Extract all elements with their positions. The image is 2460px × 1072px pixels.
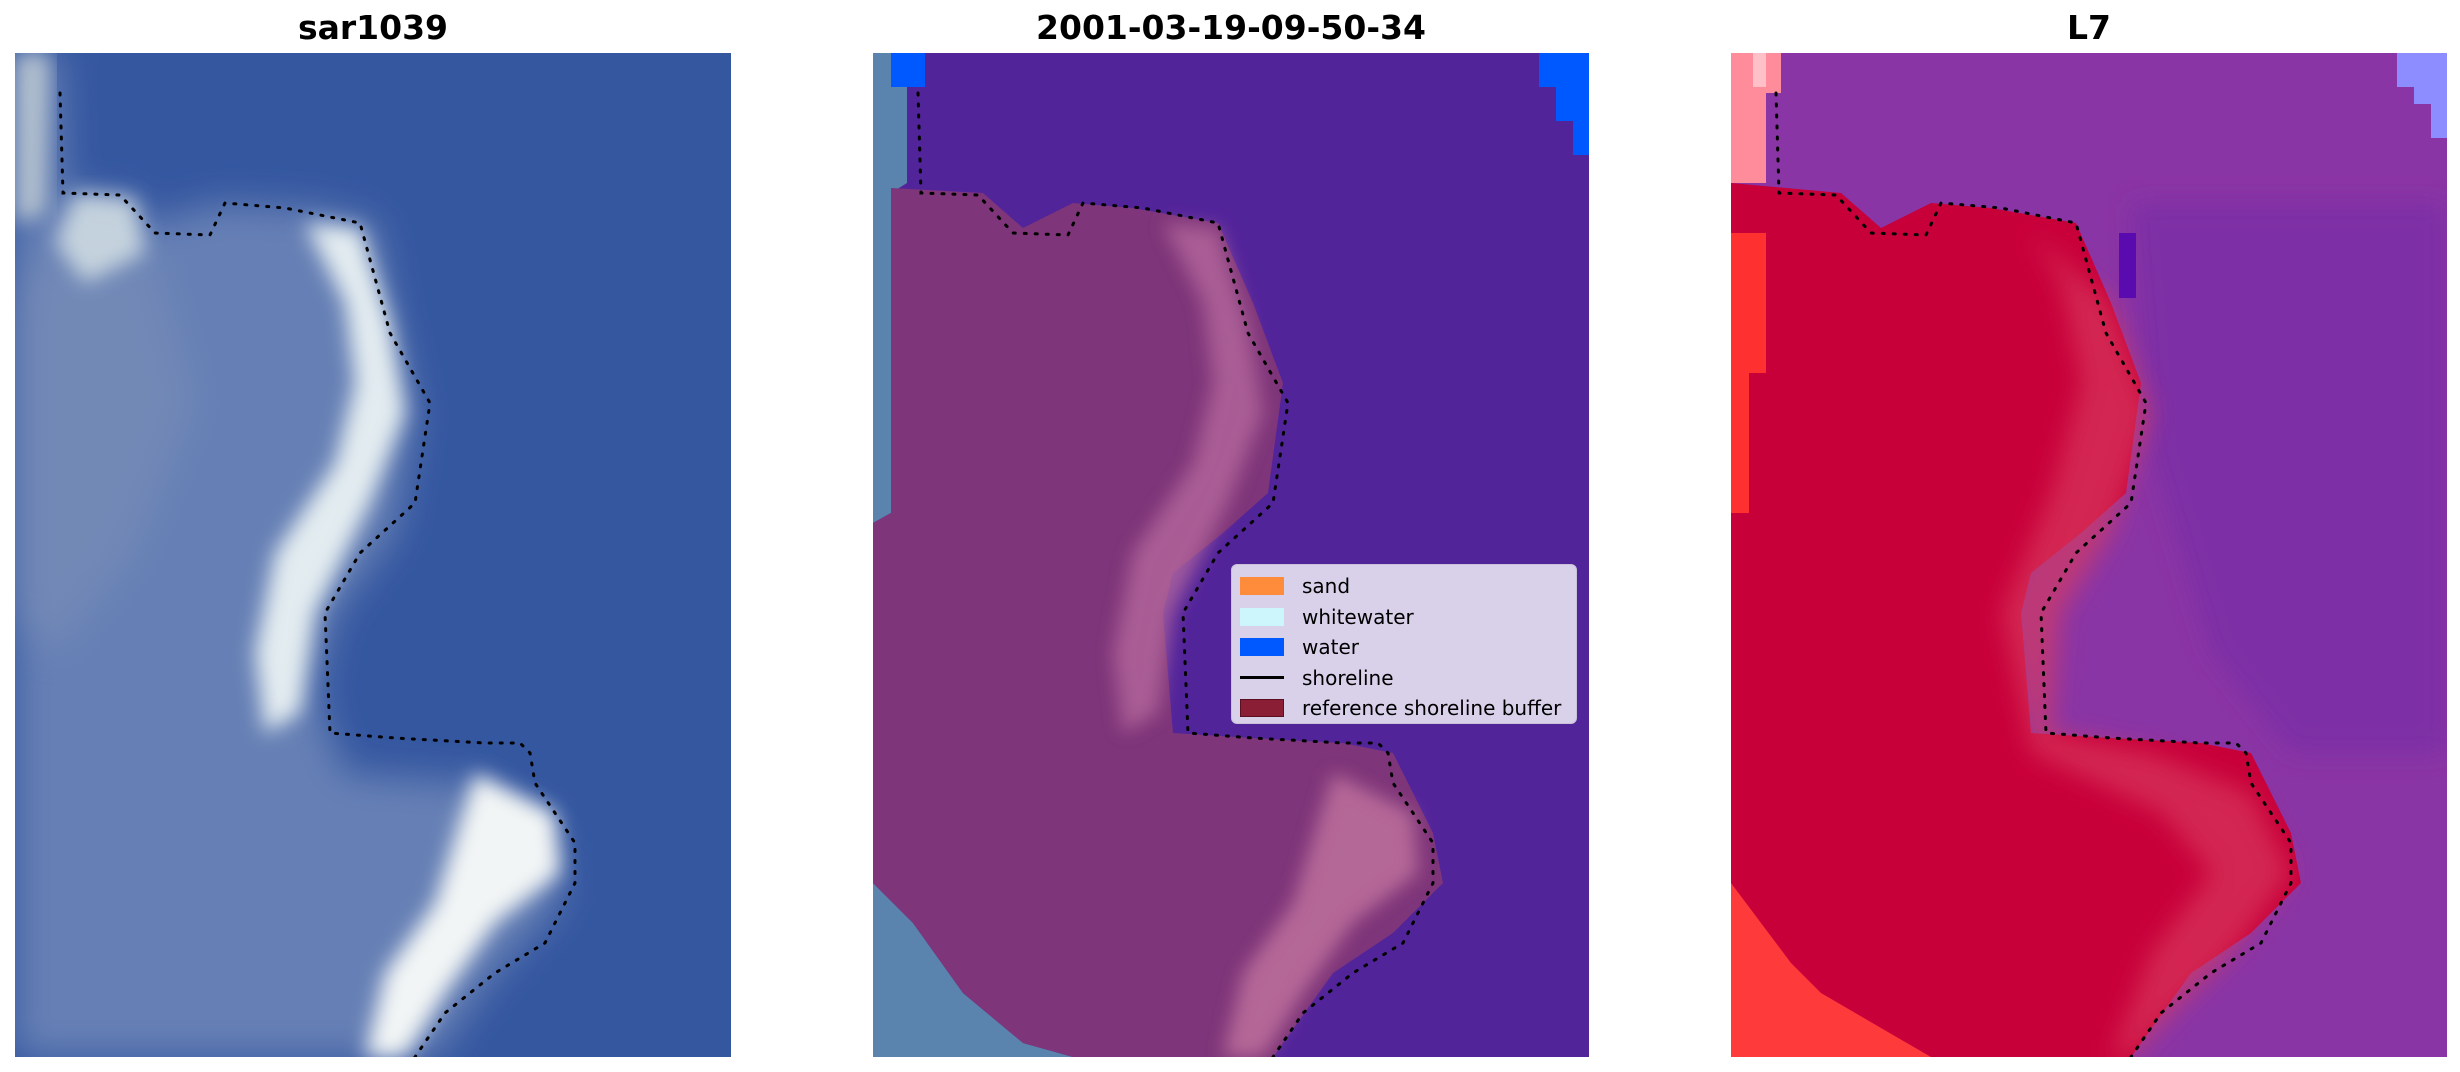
classified-image xyxy=(873,53,1589,1057)
buffer-swatch xyxy=(1240,699,1284,718)
water-swatch xyxy=(1240,638,1284,657)
legend-label: sand xyxy=(1302,574,1351,599)
legend-item-shoreline: shoreline xyxy=(1240,663,1568,694)
whitewater-swatch xyxy=(1240,607,1284,626)
rgb-image-panel xyxy=(15,53,731,1057)
index-image xyxy=(1731,53,2447,1057)
panel-title-rgb: sar1039 xyxy=(297,8,449,47)
panel-title-classified: 2001-03-19-09-50-34 xyxy=(1036,8,1426,47)
legend-item-reference-shoreline-buffer: reference shoreline buffer xyxy=(1240,693,1568,724)
shoreline-line-swatch xyxy=(1240,676,1284,680)
legend-label: reference shoreline buffer xyxy=(1302,696,1562,721)
index-image-panel xyxy=(1731,53,2447,1057)
legend-label: whitewater xyxy=(1302,604,1414,629)
legend-item-water: water xyxy=(1240,632,1568,663)
sand-swatch xyxy=(1240,577,1284,596)
rgb-image xyxy=(15,53,731,1057)
legend: sand whitewater water shoreline referenc… xyxy=(1231,564,1577,724)
legend-label: shoreline xyxy=(1302,665,1394,690)
panel-title-index: L7 xyxy=(2067,8,2111,47)
classified-image-panel xyxy=(873,53,1589,1057)
legend-item-whitewater: whitewater xyxy=(1240,602,1568,633)
legend-item-sand: sand xyxy=(1240,571,1568,602)
legend-label: water xyxy=(1302,635,1359,660)
